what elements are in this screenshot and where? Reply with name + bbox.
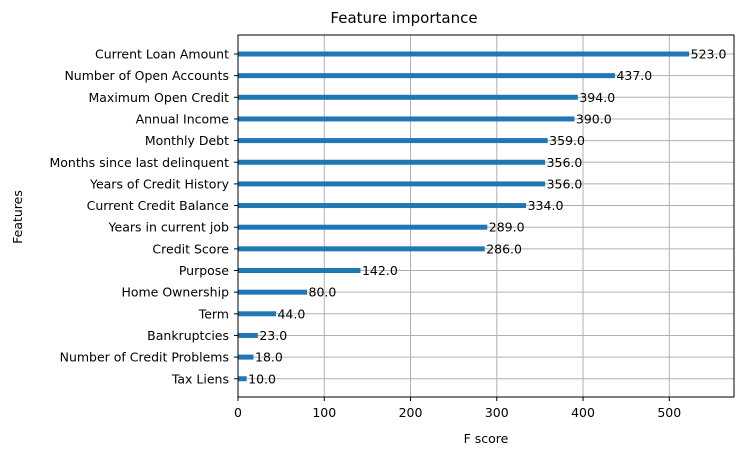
bars bbox=[238, 51, 690, 382]
data-label: 10.0 bbox=[248, 371, 276, 386]
bar bbox=[238, 116, 575, 122]
bar bbox=[238, 268, 361, 273]
data-label: 356.0 bbox=[547, 176, 583, 191]
y-tick-label: Annual Income bbox=[136, 111, 230, 126]
data-label: 394.0 bbox=[579, 90, 615, 105]
bar bbox=[238, 332, 258, 338]
data-label: 437.0 bbox=[616, 68, 652, 83]
plot-frame bbox=[237, 34, 735, 398]
x-tick-label: 400 bbox=[571, 405, 595, 420]
y-tick-label: Maximum Open Credit bbox=[88, 90, 229, 105]
y-tick-label: Home Ownership bbox=[121, 285, 229, 300]
x-tick-label: 300 bbox=[485, 405, 509, 420]
y-tick-label: Credit Score bbox=[152, 241, 229, 256]
y-tick-label: Number of Credit Problems bbox=[60, 350, 229, 365]
data-label: 390.0 bbox=[576, 111, 612, 126]
y-tick-label: Bankruptcies bbox=[147, 328, 229, 343]
y-tick-label: Purpose bbox=[179, 263, 229, 278]
y-tick-label: Tax Liens bbox=[171, 371, 229, 386]
data-label: 18.0 bbox=[255, 350, 283, 365]
bar bbox=[238, 376, 247, 382]
y-axis-ticks: Current Loan Amount Number of Open Accoun… bbox=[50, 47, 238, 386]
y-tick-label: Current Loan Amount bbox=[95, 47, 229, 62]
bar bbox=[238, 354, 254, 360]
bar bbox=[238, 203, 527, 209]
y-tick-label: Months since last delinquent bbox=[50, 155, 230, 170]
data-label: 523.0 bbox=[691, 47, 727, 62]
y-tick-label: Current Credit Balance bbox=[87, 198, 230, 213]
bar bbox=[238, 224, 488, 230]
bar bbox=[238, 246, 485, 252]
x-tick-label: 500 bbox=[657, 405, 681, 420]
data-label: 80.0 bbox=[309, 285, 337, 300]
data-label: 334.0 bbox=[528, 198, 564, 213]
y-tick-label: Years of Credit History bbox=[89, 176, 230, 191]
bar bbox=[238, 73, 615, 79]
x-tick-label: 200 bbox=[399, 405, 423, 420]
data-label: 356.0 bbox=[547, 155, 583, 170]
data-label: 142.0 bbox=[362, 263, 398, 278]
bar bbox=[238, 311, 276, 317]
bar bbox=[238, 138, 548, 144]
x-tick-label: 0 bbox=[234, 405, 242, 420]
x-axis-ticks: 0 100 200 300 400 500 bbox=[234, 397, 681, 420]
y-axis-label: Features bbox=[10, 190, 25, 244]
x-axis-label: F score bbox=[464, 431, 509, 446]
bar bbox=[238, 159, 546, 165]
data-label: 286.0 bbox=[486, 241, 522, 256]
data-label: 44.0 bbox=[277, 306, 305, 321]
bar bbox=[238, 94, 578, 100]
grid bbox=[237, 35, 734, 397]
x-tick-label: 100 bbox=[312, 405, 336, 420]
y-tick-label: Years in current job bbox=[108, 220, 230, 235]
chart-title: Feature importance bbox=[330, 9, 477, 27]
y-tick-label: Monthly Debt bbox=[145, 133, 229, 148]
bar bbox=[238, 51, 690, 57]
data-label: 289.0 bbox=[489, 220, 525, 235]
bar bbox=[238, 181, 546, 187]
data-label: 359.0 bbox=[549, 133, 585, 148]
y-tick-label: Number of Open Accounts bbox=[64, 68, 229, 83]
data-label: 23.0 bbox=[259, 328, 287, 343]
y-tick-label: Term bbox=[198, 306, 229, 321]
bar bbox=[238, 289, 308, 295]
